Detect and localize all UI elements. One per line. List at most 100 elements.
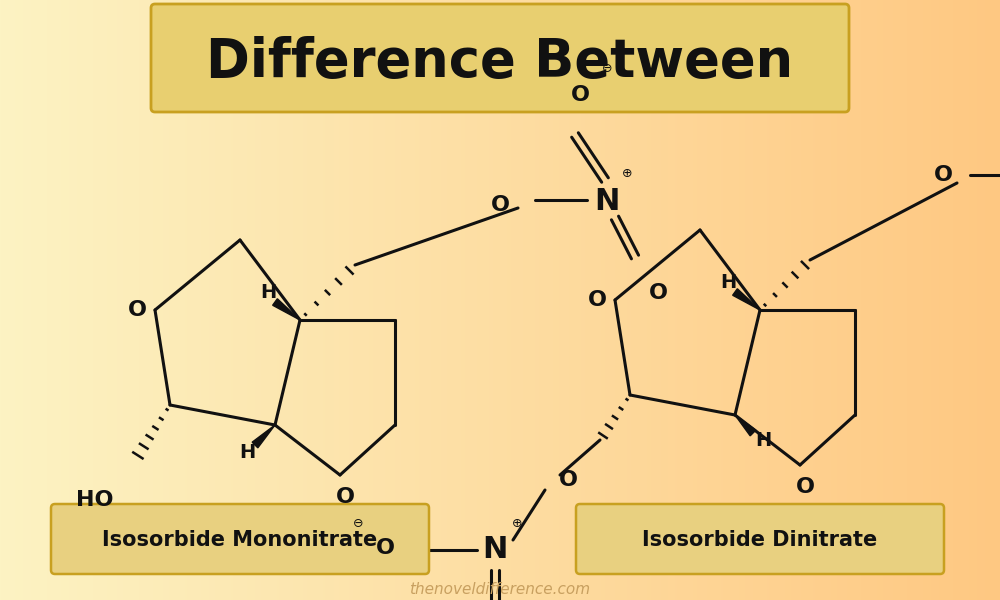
Bar	[148, 0, 150, 600]
Bar	[942, 0, 944, 600]
Bar	[426, 0, 428, 600]
Bar	[710, 0, 712, 600]
FancyBboxPatch shape	[151, 4, 849, 112]
Bar	[342, 0, 344, 600]
Bar	[242, 0, 244, 600]
Bar	[86, 0, 88, 600]
Bar	[634, 0, 636, 600]
Bar	[128, 0, 130, 600]
Bar	[428, 0, 430, 600]
Bar	[826, 0, 828, 600]
Bar	[102, 0, 104, 600]
Bar	[824, 0, 826, 600]
Bar	[240, 0, 242, 600]
Bar	[454, 0, 456, 600]
Bar	[146, 0, 148, 600]
Bar	[972, 0, 974, 600]
Bar	[780, 0, 782, 600]
Bar	[588, 0, 590, 600]
Bar	[48, 0, 50, 600]
Bar	[742, 0, 744, 600]
Bar	[986, 0, 988, 600]
Bar	[510, 0, 512, 600]
Bar	[864, 0, 866, 600]
Bar	[264, 0, 266, 600]
Bar	[170, 0, 172, 600]
Bar	[440, 0, 442, 600]
Bar	[362, 0, 364, 600]
Bar	[408, 0, 410, 600]
Bar	[726, 0, 728, 600]
Bar	[304, 0, 306, 600]
Bar	[296, 0, 298, 600]
Bar	[98, 0, 100, 600]
Bar	[920, 0, 922, 600]
Bar	[180, 0, 182, 600]
Bar	[76, 0, 78, 600]
Bar	[212, 0, 214, 600]
Bar	[18, 0, 20, 600]
Bar	[480, 0, 482, 600]
Bar	[652, 0, 654, 600]
Bar	[898, 0, 900, 600]
Bar	[970, 0, 972, 600]
Bar	[388, 0, 390, 600]
Bar	[166, 0, 168, 600]
Bar	[860, 0, 862, 600]
Bar	[788, 0, 790, 600]
Text: O: O	[934, 165, 952, 185]
Bar	[442, 0, 444, 600]
Text: O: O	[558, 470, 578, 490]
Bar	[514, 0, 516, 600]
Bar	[674, 0, 676, 600]
Bar	[526, 0, 528, 600]
Bar	[134, 0, 136, 600]
Bar	[718, 0, 720, 600]
Bar	[698, 0, 700, 600]
Bar	[638, 0, 640, 600]
Bar	[564, 0, 566, 600]
Bar	[608, 0, 610, 600]
Bar	[50, 0, 52, 600]
Bar	[802, 0, 804, 600]
Bar	[156, 0, 158, 600]
Bar	[402, 0, 404, 600]
Bar	[934, 0, 936, 600]
Bar	[772, 0, 774, 600]
Bar	[590, 0, 592, 600]
Bar	[276, 0, 278, 600]
Bar	[220, 0, 222, 600]
Bar	[292, 0, 294, 600]
Bar	[104, 0, 106, 600]
Bar	[418, 0, 420, 600]
Bar	[508, 0, 510, 600]
Bar	[474, 0, 476, 600]
Bar	[950, 0, 952, 600]
Bar	[136, 0, 138, 600]
Bar	[770, 0, 772, 600]
Bar	[4, 0, 6, 600]
Bar	[126, 0, 128, 600]
Bar	[866, 0, 868, 600]
Bar	[584, 0, 586, 600]
Bar	[658, 0, 660, 600]
Bar	[484, 0, 486, 600]
Bar	[744, 0, 746, 600]
Bar	[872, 0, 874, 600]
Bar	[618, 0, 620, 600]
Bar	[534, 0, 536, 600]
Bar	[606, 0, 608, 600]
Bar	[594, 0, 596, 600]
Bar	[830, 0, 832, 600]
Bar	[286, 0, 288, 600]
Bar	[692, 0, 694, 600]
Bar	[154, 0, 156, 600]
Bar	[310, 0, 312, 600]
Bar	[754, 0, 756, 600]
Bar	[120, 0, 122, 600]
Bar	[500, 0, 502, 600]
Bar	[384, 0, 386, 600]
Bar	[152, 0, 154, 600]
Bar	[54, 0, 56, 600]
Bar	[630, 0, 632, 600]
